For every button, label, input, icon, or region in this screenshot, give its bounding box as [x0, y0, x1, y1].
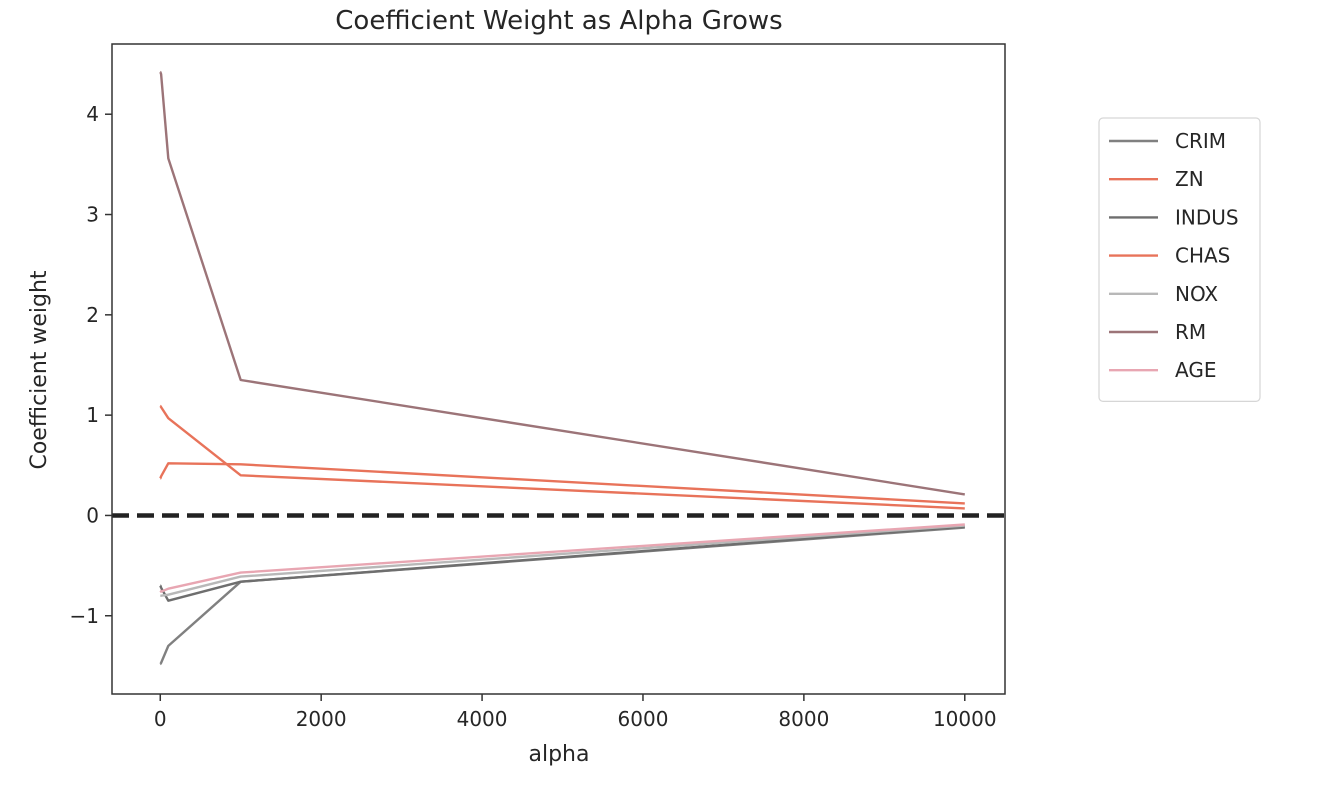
y-tick-label: 1 [86, 403, 99, 427]
y-tick-label: 4 [86, 102, 99, 126]
series-line-crim [159, 526, 965, 666]
y-tick-label: 0 [86, 503, 99, 527]
series-line-chas [159, 462, 965, 505]
series-line-age [159, 523, 965, 593]
y-tick-label: 2 [86, 303, 99, 327]
legend-label-indus: INDUS [1175, 205, 1239, 229]
y-tick-label: −1 [70, 604, 99, 628]
legend-label-rm: RM [1175, 320, 1206, 344]
legend-box [1098, 117, 1261, 402]
x-tick-label: 8000 [778, 707, 829, 731]
x-axis-ticks: 0 2000 4000 6000 8000 10000 [154, 694, 997, 731]
x-tick-label: 2000 [296, 707, 347, 731]
y-axis-label: Coefficient weight [27, 270, 52, 469]
y-tick-label: 3 [86, 203, 99, 227]
series-line-rm [159, 70, 965, 496]
chart-title: Coefficient Weight as Alpha Grows [335, 6, 782, 36]
legend-label-zn: ZN [1175, 167, 1204, 191]
series-layer [159, 70, 965, 666]
x-axis-label: alpha [529, 742, 590, 767]
legend-label-age: AGE [1175, 358, 1216, 382]
series-line-nox [159, 524, 965, 597]
legend-label-nox: NOX [1175, 282, 1218, 306]
legend-label-crim: CRIM [1175, 129, 1226, 153]
x-tick-label: 6000 [618, 707, 669, 731]
legend-label-chas: CHAS [1175, 244, 1230, 268]
series-line-zn [159, 404, 965, 510]
x-tick-label: 4000 [457, 707, 508, 731]
plot-frame [111, 43, 1006, 695]
y-axis-ticks: −1 0 1 2 3 4 [70, 102, 112, 628]
x-tick-label: 10000 [933, 707, 997, 731]
x-tick-label: 0 [154, 707, 167, 731]
legend: CRIM ZN INDUS CHAS NOX RM AGE [1098, 117, 1261, 402]
